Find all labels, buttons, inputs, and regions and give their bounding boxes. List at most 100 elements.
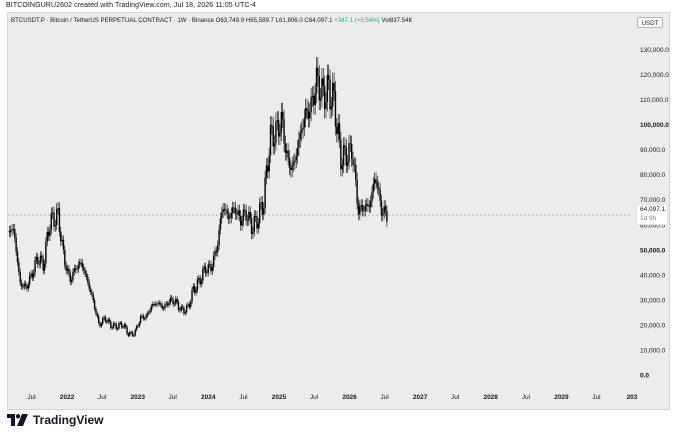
candle-body (126, 327, 128, 334)
candle-body (340, 139, 342, 170)
candle-body (51, 212, 54, 214)
candle-body (148, 312, 150, 314)
candle-body (290, 167, 292, 171)
candle-body (85, 273, 88, 277)
candle-body (106, 321, 108, 323)
candle-body (141, 315, 143, 317)
candle-body (22, 286, 24, 288)
candle-body (207, 264, 209, 273)
candle-body (368, 205, 370, 208)
candle-body (129, 332, 131, 336)
candle-body (288, 157, 291, 168)
candle-body (306, 108, 308, 111)
candle-body (127, 333, 130, 336)
candle-body (195, 290, 197, 293)
candle-body (93, 300, 96, 309)
candle-body (238, 210, 241, 216)
candle-body (348, 143, 350, 163)
candle-body (267, 165, 269, 172)
candle-body (69, 273, 71, 282)
tradingview-brand[interactable]: TradingView (7, 413, 103, 427)
candle-body (11, 229, 13, 231)
candle-body (35, 256, 38, 260)
candle-body (192, 286, 195, 290)
candle-body (322, 78, 324, 86)
candle-body (131, 332, 134, 336)
candle-body (294, 160, 296, 163)
candle-body (8, 230, 11, 233)
candle-body (287, 150, 289, 158)
candle-body (123, 324, 126, 328)
x-tick-label: 2025 (272, 394, 287, 401)
candle-body (264, 177, 266, 209)
candle-body (200, 280, 203, 285)
x-tick-label: 203 (627, 394, 638, 401)
candle-body (336, 126, 338, 134)
candle-body (309, 112, 311, 119)
candle-body (230, 213, 232, 218)
y-tick-label: 10,000.0 (640, 347, 666, 354)
candle-body (378, 187, 380, 190)
x-tick-label: 2028 (483, 394, 498, 401)
candle-body (168, 302, 170, 306)
chart-panel[interactable] (7, 12, 670, 410)
candle-body (231, 207, 234, 214)
candle-body (122, 327, 124, 328)
candle-body (110, 321, 112, 329)
candle-body (327, 75, 330, 80)
candle-body (319, 97, 322, 101)
candle-body (20, 282, 23, 287)
candle-body (47, 231, 50, 237)
candle-body (221, 212, 223, 219)
y-tick-label: 70,000.0 (640, 197, 666, 204)
candle-body (237, 210, 239, 215)
candle-body (77, 264, 80, 270)
candle-body (169, 297, 172, 303)
candle-body (181, 306, 184, 308)
candle-body (281, 112, 284, 119)
candle-body (114, 323, 116, 325)
y-tick-label: 50,000.0 (640, 247, 666, 254)
candle-body (100, 323, 103, 327)
candle-body (272, 126, 274, 147)
x-tick-label: 2027 (413, 394, 428, 401)
candle-body (112, 323, 115, 328)
candle-body (372, 183, 375, 193)
candle-body (265, 165, 268, 178)
last-price-label: 64,097.1 1d 9h (636, 204, 668, 225)
candle-body (380, 200, 383, 216)
candle-body (334, 90, 337, 127)
candle-body (242, 209, 245, 222)
candle-body (30, 273, 32, 276)
candle-body (249, 211, 251, 219)
candle-body (171, 297, 173, 300)
candle-body (359, 206, 361, 215)
candle-body (361, 205, 364, 211)
candle-body (212, 255, 215, 267)
candle-body (31, 273, 34, 278)
candle-body (310, 97, 312, 113)
candle-body (275, 121, 277, 144)
candle-body (68, 268, 70, 274)
candle-body (311, 95, 314, 98)
candle-body (277, 120, 280, 137)
currency-button[interactable]: USDT (637, 17, 663, 28)
candle-body (218, 229, 220, 246)
candle-body (286, 150, 288, 153)
candle-body (49, 229, 51, 237)
candle-body (273, 143, 276, 147)
candle-body (188, 304, 191, 307)
candle-body (61, 239, 63, 242)
candle-body (99, 322, 101, 327)
symbol-legend[interactable]: BTCUSDT.P · Bitcoin / TetherUS PERPETUAL… (11, 17, 413, 24)
candle-body (227, 213, 230, 219)
candle-body (139, 316, 142, 323)
candle-body (332, 82, 334, 107)
candle-body (256, 216, 258, 229)
x-tick-label: Jul (310, 394, 319, 401)
candle-body (226, 210, 228, 214)
candle-body (307, 110, 310, 119)
candle-body (41, 255, 43, 259)
candle-body (325, 101, 327, 109)
